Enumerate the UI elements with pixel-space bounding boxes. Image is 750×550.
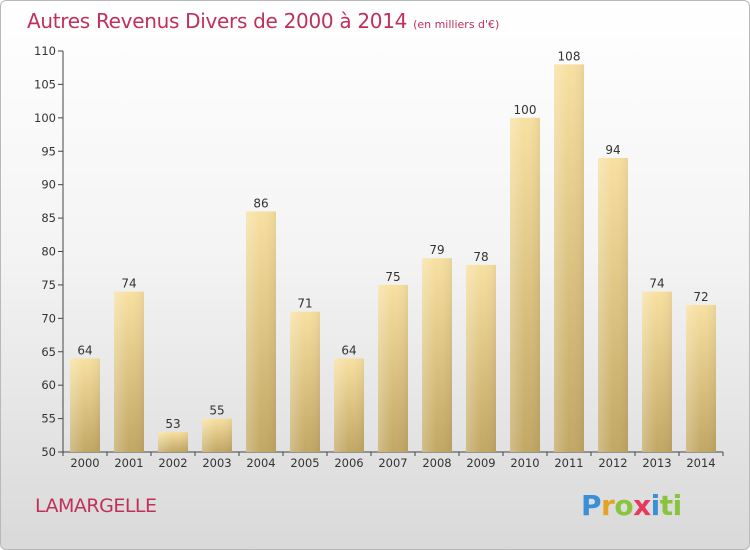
x-tick-label: 2009	[466, 456, 495, 470]
x-tick-label: 2004	[246, 456, 275, 470]
x-tick-label: 2013	[642, 456, 671, 470]
x-tick-label: 2007	[378, 456, 407, 470]
y-tick-label: 50	[41, 445, 56, 459]
data-label: 75	[385, 270, 400, 284]
data-label: 71	[297, 297, 312, 311]
bar-highlight	[422, 258, 452, 452]
bar-highlight	[290, 311, 320, 452]
data-label: 79	[429, 243, 444, 257]
data-label: 86	[253, 196, 268, 210]
y-tick-label: 55	[41, 412, 56, 426]
axes: 50 55 60 65 70 75 80 85 90 95 100 105 110 2000 2001 200…	[34, 44, 724, 470]
data-label: 64	[341, 343, 356, 357]
data-label: 108	[558, 49, 581, 63]
bar-highlight	[686, 304, 716, 452]
bar-highlight	[158, 431, 188, 452]
y-tick-label: 95	[41, 144, 56, 158]
data-label: 55	[209, 404, 224, 418]
data-label: 100	[514, 103, 537, 117]
bar-highlight	[378, 284, 408, 452]
data-label: 72	[693, 290, 708, 304]
data-label: 53	[165, 417, 180, 431]
bar-highlight	[598, 157, 628, 452]
y-tick-label: 75	[41, 278, 56, 292]
x-tick-label: 2006	[334, 456, 363, 470]
y-tick-label: 85	[41, 211, 56, 225]
y-tick-label: 90	[41, 178, 56, 192]
x-tick-label: 2011	[554, 456, 583, 470]
y-tick-label: 105	[34, 77, 56, 91]
bar-highlight	[334, 358, 364, 452]
y-tick-label: 80	[41, 245, 56, 259]
x-tick-label: 2014	[686, 456, 715, 470]
y-tick-label: 110	[34, 44, 56, 58]
y-tick-label: 60	[41, 378, 56, 392]
data-label: 74	[649, 277, 664, 291]
x-tick-label: 2002	[158, 456, 187, 470]
bars: 64 74 53 55 86 71 64 75 79 78 100 108 94 74 72	[70, 49, 716, 452]
bar-highlight	[202, 418, 232, 452]
x-tick-label: 2001	[114, 456, 143, 470]
bar-highlight	[554, 64, 584, 452]
bar-highlight	[466, 264, 496, 452]
x-tick-label: 2005	[290, 456, 319, 470]
y-tick-label: 70	[41, 311, 56, 325]
chart-title: Autres Revenus Divers de 2000 à 2014 (en …	[27, 9, 499, 33]
y-tick-label: 100	[34, 111, 56, 125]
y-tick-label: 65	[41, 345, 56, 359]
data-label: 64	[77, 343, 92, 357]
x-tick-label: 2012	[598, 456, 627, 470]
bar-highlight	[246, 211, 276, 452]
x-tick-label: 2000	[70, 456, 99, 470]
place-name: LAMARGELLE	[35, 495, 157, 517]
title-text: Autres Revenus Divers de 2000 à 2014	[27, 9, 408, 33]
proxiti-logo: Proxiti	[581, 489, 682, 522]
data-label: 78	[473, 250, 488, 264]
bar-highlight	[70, 358, 100, 452]
x-tick-label: 2008	[422, 456, 451, 470]
data-label: 74	[121, 277, 136, 291]
chart-subtitle: (en milliers d'€)	[413, 18, 500, 31]
bar-highlight	[642, 291, 672, 452]
data-label: 94	[605, 143, 620, 157]
bar-highlight	[114, 291, 144, 452]
bar-highlight	[510, 117, 540, 452]
x-tick-label: 2003	[202, 456, 231, 470]
x-tick-label: 2010	[510, 456, 539, 470]
